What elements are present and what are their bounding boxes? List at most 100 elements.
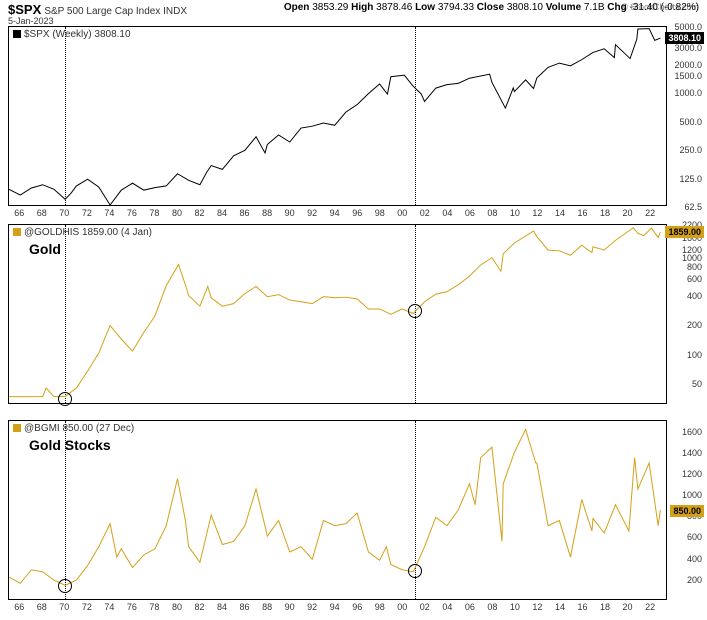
x-tick-label: 10	[510, 602, 520, 612]
open-label: Open	[284, 2, 310, 13]
x-tick-label: 72	[82, 602, 92, 612]
x-tick-label: 66	[14, 208, 24, 218]
annotation-circle	[408, 564, 422, 578]
x-tick-label: 08	[487, 208, 497, 218]
y-tick-label: 1200	[682, 245, 702, 255]
chg-value: -31.40 (-0.82%)	[630, 2, 699, 13]
x-tick-label: 00	[397, 602, 407, 612]
x-tick-label: 96	[352, 602, 362, 612]
x-tick-label: 98	[375, 602, 385, 612]
last-price-box: 3808.10	[665, 32, 704, 44]
y-tick-label: 1200	[682, 469, 702, 479]
x-tick-label: 74	[104, 208, 114, 218]
chart-date: 5-Jan-2023	[8, 16, 54, 26]
x-tick-label: 08	[487, 602, 497, 612]
x-tick-label: 02	[420, 208, 430, 218]
x-tick-label: 92	[307, 208, 317, 218]
panel-legend: @BGMI 850.00 (27 Dec)	[13, 423, 134, 434]
x-tick-label: 76	[127, 602, 137, 612]
last-price-box: 1859.00	[665, 226, 704, 238]
panel-legend: @GOLDHIS 1859.00 (4 Jan)	[13, 227, 152, 238]
panel-title: Gold Stocks	[29, 437, 111, 453]
y-tick-label: 200	[687, 320, 702, 330]
y-tick-label: 600	[687, 532, 702, 542]
x-tick-label: 80	[172, 602, 182, 612]
legend-text: @GOLDHIS 1859.00 (4 Jan)	[24, 227, 152, 238]
chart-panel-bgmi: @BGMI 850.00 (27 Dec)Gold Stocks20040060…	[8, 420, 667, 600]
y-tick-label: 50	[692, 379, 702, 389]
y-tick-label: 62.5	[684, 202, 702, 212]
series-gold	[9, 225, 666, 403]
x-tick-label: 88	[262, 602, 272, 612]
y-tick-label: 5000.0	[674, 22, 702, 32]
chart-header: $SPX S&P 500 Large Cap Index INDX Open 3…	[8, 2, 699, 22]
x-tick-label: 82	[194, 602, 204, 612]
x-tick-label: 00	[397, 208, 407, 218]
chart-panel-gold: @GOLDHIS 1859.00 (4 Jan)Gold501002004006…	[8, 224, 667, 404]
y-tick-label: 400	[687, 291, 702, 301]
x-tick-label: 22	[645, 602, 655, 612]
y-tick-label: 3000.0	[674, 43, 702, 53]
y-tick-label: 1400	[682, 448, 702, 458]
x-tick-label: 10	[510, 208, 520, 218]
y-tick-label: 1000	[682, 490, 702, 500]
y-tick-label: 500.0	[679, 117, 702, 127]
annotation-circle	[408, 304, 422, 318]
x-tick-label: 92	[307, 602, 317, 612]
x-tick-label: 22	[645, 208, 655, 218]
x-tick-label: 66	[14, 602, 24, 612]
y-tick-label: 200	[687, 575, 702, 585]
y-tick-label: 250.0	[679, 145, 702, 155]
y-tick-label: 600	[687, 274, 702, 284]
chg-label: Chg	[607, 2, 626, 13]
x-tick-label: 04	[442, 602, 452, 612]
x-tick-label: 80	[172, 208, 182, 218]
legend-color-icon	[13, 228, 21, 236]
x-tick-label: 76	[127, 208, 137, 218]
x-tick-label: 18	[600, 602, 610, 612]
x-tick-label: 86	[240, 602, 250, 612]
x-tick-label: 70	[59, 602, 69, 612]
y-tick-label: 1600	[682, 427, 702, 437]
annotation-circle	[58, 579, 72, 593]
x-tick-label: 18	[600, 208, 610, 218]
high-label: High	[351, 2, 373, 13]
x-tick-label: 74	[104, 602, 114, 612]
x-tick-label: 72	[82, 208, 92, 218]
x-tick-label: 82	[194, 208, 204, 218]
x-tick-label: 94	[330, 602, 340, 612]
x-tick-label: 02	[420, 602, 430, 612]
x-tick-label: 96	[352, 208, 362, 218]
close-label: Close	[477, 2, 504, 13]
legend-color-icon	[13, 424, 21, 432]
volume-label: Volume	[546, 2, 581, 13]
y-tick-label: 100	[687, 350, 702, 360]
x-tick-label: 86	[240, 208, 250, 218]
x-tick-label: 16	[577, 208, 587, 218]
low-value: 3794.33	[438, 2, 474, 13]
x-tick-label: 06	[465, 208, 475, 218]
chart-panel-spx: $SPX (Weekly) 3808.1062.5125.0250.0500.0…	[8, 26, 667, 206]
x-tick-label: 12	[532, 208, 542, 218]
x-tick-label: 20	[623, 208, 633, 218]
legend-text: @BGMI 850.00 (27 Dec)	[24, 423, 134, 434]
x-tick-label: 20	[623, 602, 633, 612]
x-tick-label: 84	[217, 602, 227, 612]
x-tick-label: 78	[149, 602, 159, 612]
panel-legend: $SPX (Weekly) 3808.10	[13, 29, 131, 40]
x-axis-top: 6668707274767880828486889092949698000204…	[8, 208, 667, 220]
index-description: S&P 500 Large Cap Index INDX	[44, 6, 187, 17]
x-tick-label: 98	[375, 208, 385, 218]
last-price-box: 850.00	[670, 505, 704, 517]
panel-title: Gold	[29, 241, 61, 257]
annotation-circle	[58, 392, 72, 406]
close-value: 3808.10	[507, 2, 543, 13]
x-tick-label: 14	[555, 602, 565, 612]
low-label: Low	[415, 2, 435, 13]
stock-chart-container: © StockCharts.com $SPX S&P 500 Large Cap…	[0, 0, 707, 620]
x-tick-label: 16	[577, 602, 587, 612]
x-tick-label: 12	[532, 602, 542, 612]
x-tick-label: 88	[262, 208, 272, 218]
y-tick-label: 1000.0	[674, 88, 702, 98]
x-tick-label: 68	[37, 602, 47, 612]
